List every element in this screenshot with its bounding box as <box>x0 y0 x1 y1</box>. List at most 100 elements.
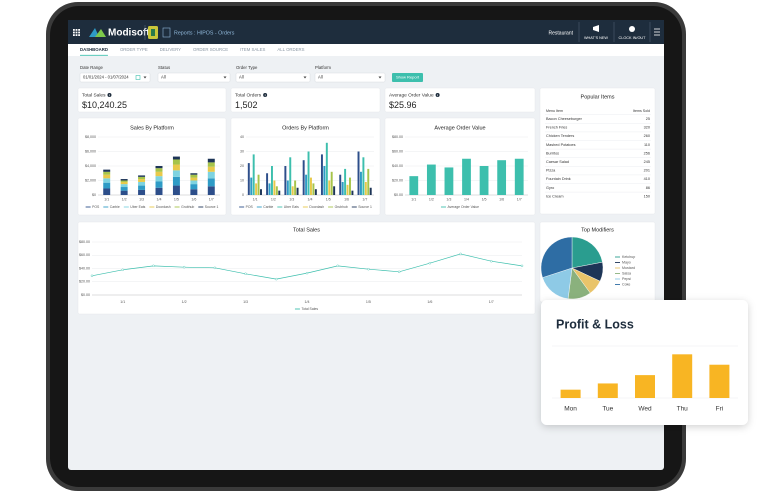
bar-segment <box>172 159 180 165</box>
tab[interactable]: DELIVERY <box>160 47 181 52</box>
bar-segment <box>190 184 198 190</box>
y-tick-label: $40.00 <box>79 266 90 270</box>
tab[interactable]: ORDER SOURCE <box>193 47 228 52</box>
table-cell: 150 <box>644 194 650 198</box>
show-report-label[interactable]: Show Report <box>396 75 420 80</box>
dropdown-arrow <box>223 76 227 79</box>
report-icon <box>162 27 171 38</box>
tab[interactable]: ORDER TYPE <box>120 47 148 52</box>
bar-segment <box>190 189 198 195</box>
bar <box>270 166 273 195</box>
filter-input[interactable] <box>235 72 311 83</box>
legend-label: Grubhub <box>181 205 194 209</box>
breadcrumb[interactable]: Reports : HIPOS - Orders <box>174 30 235 36</box>
bar <box>320 154 323 195</box>
bar <box>357 151 360 195</box>
point <box>336 264 339 268</box>
legend-label: Grubhub <box>335 205 348 209</box>
tab[interactable]: ITEM SALES <box>240 47 265 52</box>
location-name[interactable]: Restaurant <box>549 30 574 36</box>
x-tick-label: 1/3 <box>446 197 451 201</box>
table-cell: 320 <box>644 126 650 130</box>
y-tick-label: $6,000 <box>85 149 96 153</box>
calendar-icon <box>135 75 141 80</box>
clock-icon <box>629 26 635 32</box>
point <box>367 267 370 271</box>
bar <box>462 158 471 195</box>
legend-label: Ketchup <box>622 255 635 259</box>
bar-segment <box>103 174 111 179</box>
x-tick-label: 1/2 <box>122 197 127 201</box>
y-tick-label: $0.00 <box>394 193 403 197</box>
menu-grid-dot[interactable] <box>75 29 78 31</box>
top-bar <box>68 20 664 44</box>
bar <box>247 163 250 195</box>
table-cell: French Fries <box>546 126 567 130</box>
x-tick-label: Thu <box>677 406 689 413</box>
x-tick-label: Mon <box>564 406 577 413</box>
bar-segment <box>207 178 215 187</box>
x-tick-label: 1/1 <box>411 197 416 201</box>
bar <box>328 180 331 195</box>
menu-grid-dot[interactable] <box>75 34 78 36</box>
whats-new[interactable]: WHAT'S NEW <box>584 36 608 40</box>
menu-grid-dot[interactable] <box>73 29 75 31</box>
table-cell: 25 <box>646 117 650 121</box>
y-tick-label: 10 <box>240 178 244 182</box>
bar <box>344 168 347 195</box>
chart-title: Average Order Value <box>434 125 485 131</box>
bar-segment <box>190 180 198 185</box>
menu-grid-dot[interactable] <box>78 31 80 34</box>
tab[interactable]: ALL ORDERS <box>277 47 304 52</box>
bar-segment <box>138 189 146 195</box>
bar <box>514 158 524 195</box>
x-tick-label: 1/1 <box>120 300 125 304</box>
filter-input[interactable] <box>314 72 386 83</box>
legend: Average Order Value <box>440 205 479 209</box>
bar-segment <box>103 171 111 175</box>
menu-grid-dot[interactable] <box>78 34 80 36</box>
bar <box>294 180 297 195</box>
legend-label: POS <box>92 205 100 209</box>
menu-grid-dot[interactable] <box>78 29 80 31</box>
bar <box>635 375 655 398</box>
clock-in-out[interactable]: CLOCK IN/OUT <box>618 36 646 40</box>
menu-grid-dot[interactable] <box>73 31 75 34</box>
bar-segment <box>207 158 215 163</box>
bar <box>359 171 362 195</box>
bar <box>268 183 271 195</box>
x-tick-label: 1/1 <box>104 197 109 201</box>
bar-segment <box>120 187 128 191</box>
x-tick-label: 1/2 <box>271 197 276 201</box>
card <box>77 117 227 216</box>
pie-slice <box>540 236 573 278</box>
point <box>213 266 217 270</box>
point <box>459 252 462 256</box>
menu-grid-dot[interactable] <box>75 31 78 34</box>
bar-segment <box>120 184 128 188</box>
table-cell: 410 <box>644 177 650 181</box>
tab[interactable]: DASHBOARD <box>80 47 108 52</box>
bar <box>305 174 308 195</box>
table-cell: Burritos <box>546 151 559 155</box>
x-tick-label: 1/3 <box>139 197 144 201</box>
bar <box>560 389 581 398</box>
show-report-button[interactable] <box>392 73 423 82</box>
y-tick-label: $40.00 <box>392 164 403 168</box>
point <box>90 274 94 277</box>
x-tick-label: 1/3 <box>289 197 294 201</box>
bar-segment <box>172 170 180 177</box>
filter-input[interactable] <box>79 72 151 83</box>
bar <box>275 186 278 195</box>
legend-label: POS <box>246 205 254 209</box>
filter-value: All <box>239 75 244 80</box>
filter-label: Platform <box>315 65 331 70</box>
bar-segment <box>190 177 198 181</box>
bar-segment <box>172 164 180 171</box>
legend-label: Average Order Value <box>447 205 479 209</box>
menu-grid-dot[interactable] <box>73 34 75 36</box>
filter-input[interactable] <box>157 72 231 83</box>
bar <box>444 167 454 195</box>
x-tick-label: 1/5 <box>482 197 487 201</box>
point <box>244 272 247 275</box>
